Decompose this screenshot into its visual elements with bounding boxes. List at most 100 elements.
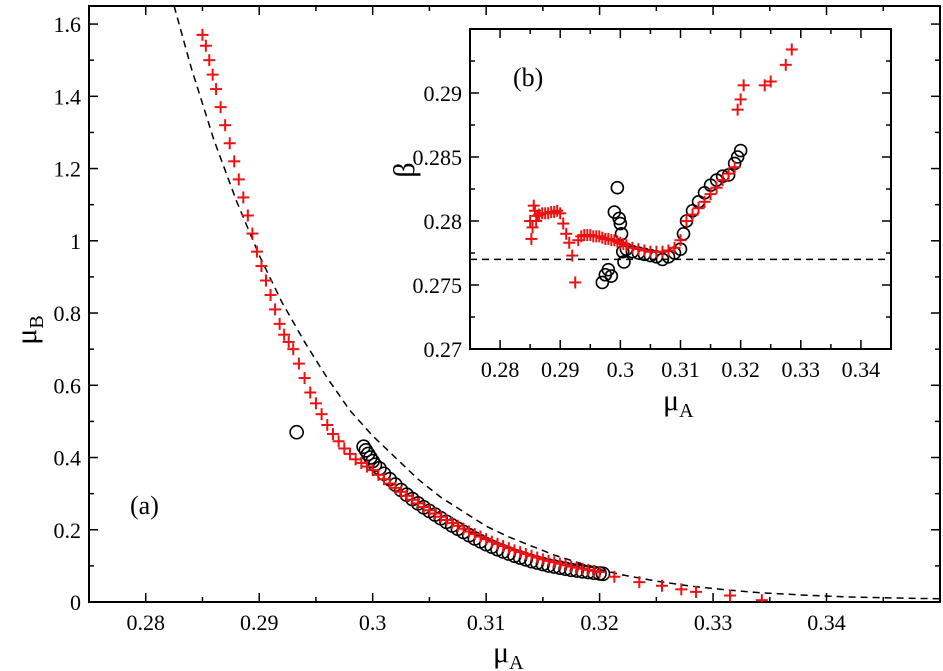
panel-b-background	[470, 29, 891, 349]
panel-a-label: (a)	[130, 491, 159, 520]
plus-data-point	[785, 43, 798, 56]
plus-data-point	[480, 533, 493, 546]
plus-data-point	[570, 561, 583, 574]
plus-data-point	[326, 428, 339, 441]
plus-data-point	[674, 234, 687, 247]
plus-data-point	[228, 155, 241, 168]
plus-data-point	[241, 209, 254, 222]
plus-data-point	[728, 161, 741, 174]
plus-data-point	[755, 594, 768, 602]
plus-data-point	[716, 174, 729, 187]
plus-data-point	[287, 343, 300, 356]
plus-data-point	[686, 208, 699, 221]
plus-data-point	[737, 79, 750, 92]
plus-data-point	[734, 93, 747, 106]
plus-data-point	[569, 276, 582, 289]
plus-data-point	[668, 241, 681, 254]
plus-data-point	[468, 528, 481, 541]
circle-data-point	[730, 150, 745, 164]
panel-a-series	[173, 6, 940, 602]
plus-data-point	[491, 537, 504, 550]
panel-b-x-axis: 0.28 0.29 0.3 0.31 0.32 0.33 0.34	[481, 29, 880, 382]
plus-data-point	[250, 245, 263, 258]
plus-data-point	[292, 357, 305, 370]
plus-data-point	[338, 442, 351, 455]
plus-data-point	[321, 419, 334, 432]
plus-data-point	[692, 202, 705, 215]
plus-data-point	[343, 447, 356, 460]
y-tick-label: 1.4	[54, 84, 82, 109]
plus-data-point	[565, 560, 578, 573]
plus-data-point	[497, 540, 510, 553]
plus-data-point	[553, 557, 566, 570]
plus-data-point	[485, 535, 498, 548]
panel-a-plot-area	[173, 6, 940, 602]
plus-data-point	[237, 191, 250, 204]
y-tick-label: 1.2	[54, 157, 82, 182]
plus-data-point	[724, 589, 737, 602]
x-tick-label: 0.3	[359, 610, 387, 635]
y-tick-label: 0.275	[413, 273, 463, 298]
plus-data-point	[608, 570, 621, 583]
plus-data-point	[304, 386, 317, 399]
panel-b-x-title: μA	[663, 384, 694, 422]
plus-data-point	[680, 215, 693, 227]
plus-data-point	[662, 244, 675, 257]
x-tick-label: 0.29	[541, 357, 580, 382]
plus-data-point	[519, 547, 532, 560]
plus-data-point	[260, 274, 273, 287]
plus-data-point	[531, 551, 544, 564]
x-tick-label: 0.3	[607, 357, 635, 382]
panel-a-x-title: μA	[493, 636, 524, 671]
plus-data-point	[557, 217, 570, 230]
circle-data-point	[613, 216, 628, 231]
circle-data-point	[289, 424, 304, 440]
y-tick-label: 0.285	[413, 145, 463, 170]
plus-data-point	[548, 556, 561, 569]
plus-data-point	[722, 167, 735, 180]
circle-data-point	[610, 180, 625, 195]
plus-data-point	[554, 207, 567, 220]
circle-data-point	[604, 269, 619, 283]
plus-data-point	[525, 232, 538, 245]
plus-data-point	[206, 68, 219, 81]
plus-data-point	[525, 549, 538, 562]
plus-data-point	[633, 576, 646, 589]
panel-a-x-title-sub: A	[509, 652, 524, 671]
plus-data-point	[474, 530, 487, 543]
x-tick-label: 0.34	[807, 610, 846, 635]
plus-data-point	[527, 199, 540, 212]
plus-data-point	[264, 288, 277, 301]
x-tick-label: 0.29	[240, 610, 279, 635]
plus-data-point	[246, 227, 259, 240]
panel-b-series	[470, 43, 891, 290]
x-tick-label: 0.32	[721, 357, 760, 382]
plus-data-point	[530, 215, 543, 227]
plus-data-point	[502, 542, 515, 555]
plus-data-point	[278, 328, 291, 341]
plus-data-point	[219, 119, 232, 132]
plus-data-point	[315, 408, 328, 421]
plus-data-point	[457, 522, 470, 535]
plus-data-point	[332, 435, 345, 448]
plus-data-point	[704, 188, 717, 201]
plus-data-point	[514, 546, 527, 559]
plus-data-point	[451, 519, 464, 532]
y-tick-label: 0.8	[54, 301, 82, 326]
plus-data-point	[196, 28, 209, 41]
plus-data-point	[542, 554, 555, 567]
panel-b-x-title-main: μ	[663, 384, 679, 417]
panel-a-y-axis: 0 0.2 0.4 0.6 0.8 1 1.2 1.4 1.6	[54, 12, 940, 615]
plus-data-point	[282, 335, 295, 348]
x-tick-label: 0.34	[842, 357, 881, 382]
plus-data-point	[593, 566, 606, 579]
panel-a-y-title: μB	[10, 315, 48, 344]
plus-data-point	[698, 195, 711, 208]
plus-data-point	[758, 79, 771, 92]
plus-data-point	[626, 241, 639, 254]
plus-data-point	[656, 245, 669, 258]
plus-data-point	[440, 514, 453, 527]
panel-a-frame	[88, 5, 941, 603]
x-tick-label: 0.28	[481, 357, 520, 382]
x-tick-label: 0.32	[580, 610, 619, 635]
